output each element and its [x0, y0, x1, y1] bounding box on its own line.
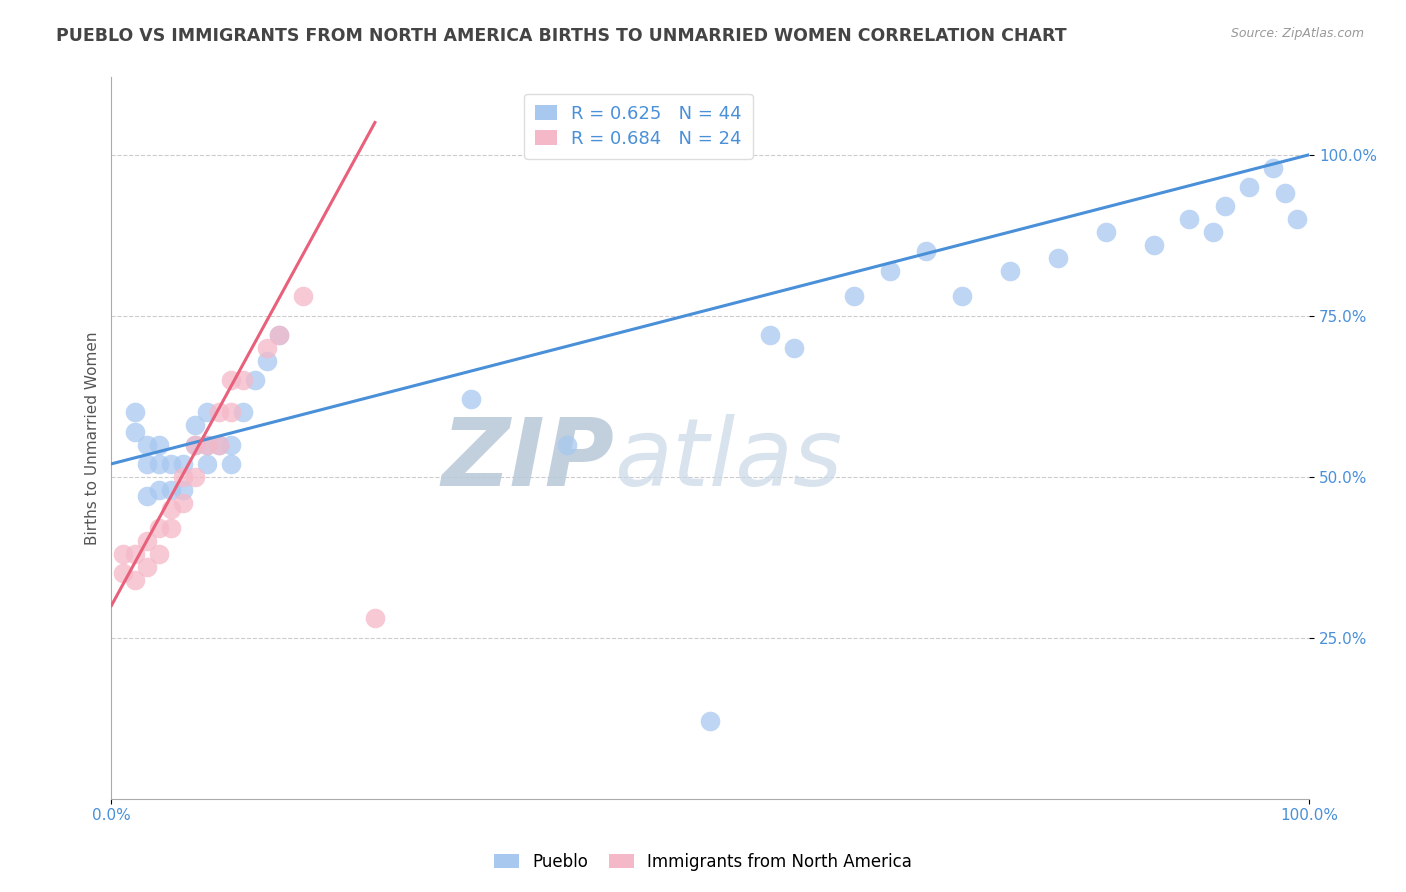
Legend: Pueblo, Immigrants from North America: Pueblo, Immigrants from North America [486, 845, 920, 880]
Point [136, 457, 159, 471]
Point [195, 437, 218, 451]
Point [172, 483, 194, 497]
Point [208, 405, 231, 419]
Point [136, 534, 159, 549]
Point [124, 425, 146, 439]
Point [172, 495, 194, 509]
Point [136, 437, 159, 451]
Point [219, 437, 242, 451]
Point [292, 289, 315, 303]
Point [160, 502, 183, 516]
Point [184, 437, 207, 451]
Point [172, 469, 194, 483]
Legend: R = 0.625   N = 44, R = 0.684   N = 24: R = 0.625 N = 44, R = 0.684 N = 24 [524, 94, 752, 159]
Point [256, 354, 278, 368]
Point [1142, 238, 1164, 252]
Text: Source: ZipAtlas.com: Source: ZipAtlas.com [1230, 27, 1364, 40]
Point [1274, 186, 1296, 201]
Point [1094, 225, 1116, 239]
Point [243, 373, 266, 387]
Point [112, 566, 135, 581]
Point [1239, 180, 1261, 194]
Point [208, 437, 231, 451]
Text: ZIP: ZIP [441, 414, 614, 506]
Point [195, 405, 218, 419]
Point [219, 457, 242, 471]
Point [1286, 212, 1309, 227]
Point [460, 392, 482, 407]
Point [148, 547, 170, 561]
Point [269, 328, 291, 343]
Point [148, 437, 170, 451]
Point [124, 405, 146, 419]
Point [160, 521, 183, 535]
Point [1202, 225, 1225, 239]
Point [112, 547, 135, 561]
Point [136, 489, 159, 503]
Point [759, 328, 782, 343]
Point [915, 244, 938, 259]
Point [184, 418, 207, 433]
Point [148, 521, 170, 535]
Point [699, 714, 721, 729]
Point [219, 405, 242, 419]
Point [184, 469, 207, 483]
Point [172, 457, 194, 471]
Point [208, 437, 231, 451]
Point [124, 547, 146, 561]
Point [1046, 251, 1069, 265]
Point [160, 483, 183, 497]
Point [879, 263, 901, 277]
Point [256, 341, 278, 355]
Point [998, 263, 1021, 277]
Point [184, 437, 207, 451]
Point [364, 611, 387, 625]
Y-axis label: Births to Unmarried Women: Births to Unmarried Women [86, 331, 100, 545]
Point [269, 328, 291, 343]
Point [555, 437, 578, 451]
Point [1263, 161, 1285, 175]
Point [195, 437, 218, 451]
Text: PUEBLO VS IMMIGRANTS FROM NORTH AMERICA BIRTHS TO UNMARRIED WOMEN CORRELATION CH: PUEBLO VS IMMIGRANTS FROM NORTH AMERICA … [56, 27, 1067, 45]
Point [136, 560, 159, 574]
Text: atlas: atlas [614, 414, 842, 505]
Point [148, 457, 170, 471]
Point [148, 483, 170, 497]
Point [219, 373, 242, 387]
Point [232, 405, 254, 419]
Point [1178, 212, 1201, 227]
Point [195, 457, 218, 471]
Point [950, 289, 973, 303]
Point [783, 341, 806, 355]
Point [124, 573, 146, 587]
Point [1215, 199, 1237, 213]
Point [842, 289, 865, 303]
Point [232, 373, 254, 387]
Point [160, 457, 183, 471]
